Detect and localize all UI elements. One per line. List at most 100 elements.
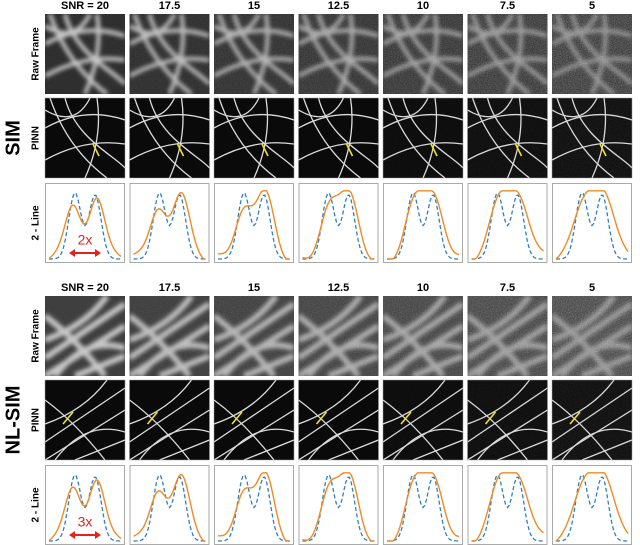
profile-blue bbox=[49, 474, 121, 542]
profile-marker bbox=[62, 411, 74, 425]
pinn-image bbox=[129, 98, 210, 178]
plot-bg bbox=[298, 465, 379, 545]
profile-marker bbox=[176, 143, 185, 157]
image-border bbox=[467, 379, 548, 461]
noise bbox=[552, 98, 632, 178]
noise bbox=[383, 380, 463, 460]
profile-blue bbox=[471, 474, 544, 542]
image-border bbox=[129, 379, 210, 461]
image-border bbox=[382, 97, 464, 179]
image-bg bbox=[129, 380, 210, 460]
filament bbox=[45, 399, 106, 460]
image-border bbox=[298, 379, 379, 461]
filament bbox=[159, 439, 210, 460]
image-border bbox=[298, 97, 379, 179]
column-header: 17.5 bbox=[159, 282, 180, 294]
pinn-image bbox=[467, 98, 548, 178]
filaments bbox=[298, 380, 379, 460]
pinn-image bbox=[298, 98, 379, 178]
filaments bbox=[45, 98, 125, 178]
profile-blue bbox=[133, 474, 206, 542]
filament bbox=[129, 387, 210, 443]
raw-frame-image bbox=[129, 296, 210, 376]
pinn-image bbox=[383, 98, 463, 178]
plot-bg bbox=[129, 465, 210, 545]
line-profile bbox=[129, 183, 210, 263]
noise bbox=[383, 296, 463, 376]
scale-note: 3x bbox=[78, 514, 93, 530]
column-header: 5 bbox=[589, 282, 595, 294]
image-bg bbox=[45, 98, 125, 178]
filament bbox=[328, 439, 379, 460]
line-profile bbox=[552, 465, 632, 545]
noise bbox=[129, 14, 210, 94]
row-label: Raw Frame bbox=[31, 27, 42, 81]
profile-orange bbox=[555, 190, 629, 260]
filament bbox=[138, 428, 210, 460]
row-label: PINN bbox=[31, 408, 42, 432]
line-profile bbox=[467, 465, 548, 545]
pinn-image bbox=[383, 380, 463, 460]
profile-orange bbox=[387, 190, 460, 260]
plot-bg bbox=[129, 183, 210, 263]
profile-orange bbox=[218, 190, 290, 260]
filament bbox=[49, 98, 108, 178]
profile-marker bbox=[92, 143, 100, 157]
raw-frame-image bbox=[298, 14, 379, 94]
line-profile bbox=[298, 183, 379, 263]
filament bbox=[129, 409, 210, 460]
raw-frame-image bbox=[467, 14, 548, 94]
filament bbox=[45, 98, 91, 118]
image-border bbox=[213, 379, 295, 461]
line-profile bbox=[45, 465, 125, 545]
pinn-image bbox=[298, 380, 379, 460]
column-header: 12.5 bbox=[328, 0, 349, 12]
row-label: 2 - Line bbox=[31, 487, 42, 522]
column-header: 10 bbox=[417, 0, 429, 12]
raw-frame-image bbox=[214, 14, 294, 94]
column-header: 7.5 bbox=[500, 0, 515, 12]
column-header: SNR = 20 bbox=[61, 282, 109, 294]
profile-marker bbox=[569, 411, 581, 425]
profile-orange bbox=[133, 473, 206, 542]
profile-orange bbox=[133, 191, 206, 260]
filament bbox=[218, 98, 277, 178]
pinn-image bbox=[214, 98, 294, 178]
profile-blue bbox=[387, 474, 459, 542]
raw-frame-image bbox=[45, 296, 125, 376]
profile-marker bbox=[430, 143, 438, 157]
arrow-head bbox=[95, 249, 101, 257]
filament bbox=[214, 113, 294, 129]
noise bbox=[214, 14, 294, 94]
filament bbox=[298, 142, 379, 161]
filament bbox=[214, 399, 275, 460]
filament bbox=[214, 142, 294, 161]
pinn-image bbox=[552, 380, 632, 460]
profile-orange bbox=[555, 472, 629, 542]
noise bbox=[298, 296, 379, 376]
filament bbox=[214, 387, 294, 443]
pinn-image bbox=[45, 380, 125, 460]
plot-bg bbox=[383, 183, 463, 263]
raw-frame-image bbox=[45, 14, 125, 94]
profile-orange bbox=[471, 472, 544, 542]
noise bbox=[552, 296, 632, 376]
filament bbox=[307, 428, 379, 460]
arrow-head bbox=[95, 531, 101, 539]
profile-marker bbox=[514, 143, 523, 157]
raw-frame-image bbox=[552, 296, 632, 376]
column-header: 15 bbox=[248, 282, 260, 294]
noise bbox=[383, 14, 463, 94]
filament bbox=[74, 439, 125, 460]
profile-orange bbox=[302, 472, 375, 542]
line-profile bbox=[552, 183, 632, 263]
plot-bg bbox=[467, 183, 548, 263]
noise bbox=[467, 98, 548, 178]
line-profile bbox=[214, 183, 294, 263]
profile-blue bbox=[133, 192, 206, 260]
profile-orange bbox=[48, 197, 122, 260]
pinn-image bbox=[467, 380, 548, 460]
filament bbox=[129, 380, 193, 425]
filament bbox=[129, 142, 210, 161]
